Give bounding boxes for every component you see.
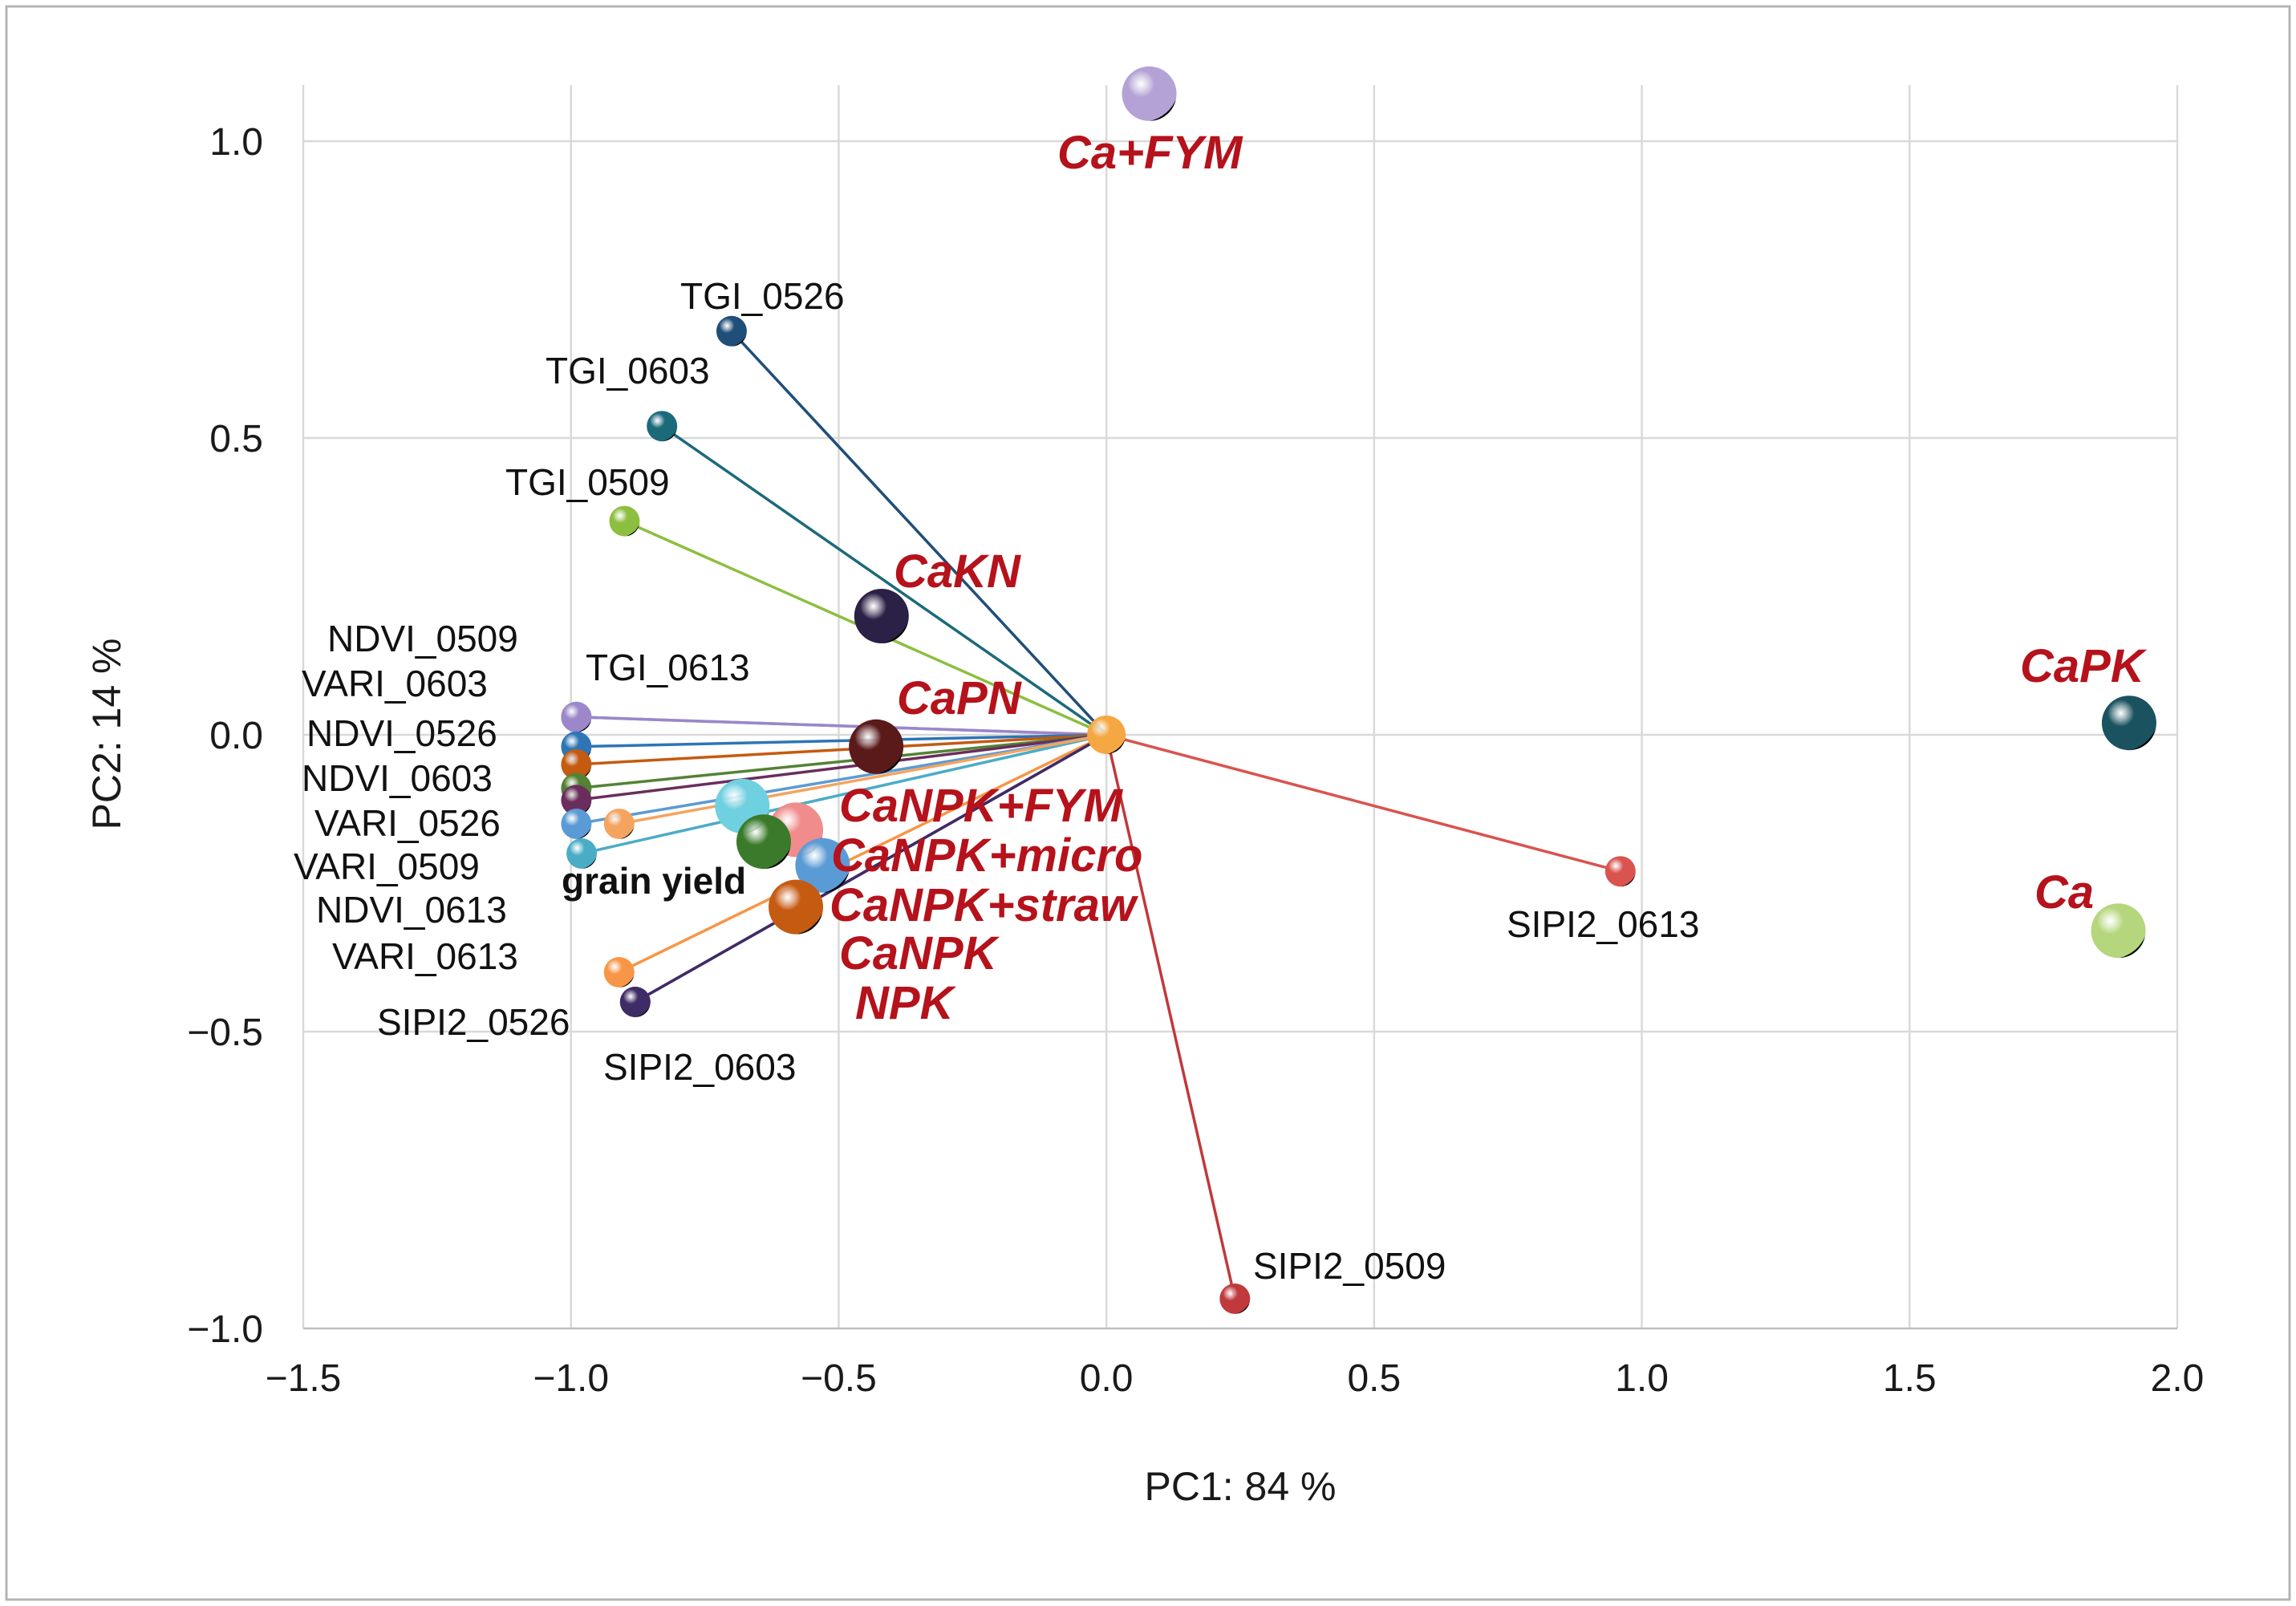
- vector-vari-0526: [576, 733, 1107, 802]
- obs-point-canpk-straw: [795, 837, 850, 893]
- obs-point-npk: [736, 814, 791, 870]
- point-sipi2-0613: [1604, 856, 1636, 887]
- obs-point-canpk: [769, 879, 824, 935]
- point-vari-0613: [603, 957, 635, 988]
- point-sipi2-0509: [1219, 1284, 1251, 1314]
- label-tgi-0613: TGI_0613: [586, 647, 750, 688]
- y-tick-label: 1.0: [209, 121, 263, 164]
- label-sipi2-0613: SIPI2_0613: [1507, 903, 1699, 945]
- label-vari-0603: VARI_0603: [302, 663, 488, 704]
- label-vari-0509: VARI_0509: [294, 846, 480, 887]
- label-ndvi-0526: NDVI_0526: [306, 712, 497, 754]
- x-tick-label: 2.0: [2151, 1357, 2205, 1400]
- label-tgi-0509: TGI_0509: [505, 461, 670, 503]
- gridlines: [302, 85, 2179, 1330]
- label-grain-yield: grain yield: [562, 860, 746, 902]
- y-tick-label: −1.0: [187, 1308, 263, 1351]
- variable-points: [561, 315, 1636, 1314]
- y-tick-label: 0.0: [209, 715, 263, 757]
- obs-point-capn: [849, 719, 904, 774]
- y-axis-title: PC2: 14 %: [84, 638, 129, 829]
- x-tick-label: −1.5: [266, 1357, 342, 1400]
- obs-point-cakn: [854, 589, 909, 643]
- obs-label-capk: CaPK: [2020, 640, 2148, 692]
- obs-label-canpk-straw: CaNPK+straw: [830, 879, 1139, 931]
- vector-ndvi-0526: [576, 733, 1107, 766]
- x-tick-label: −1.0: [533, 1357, 609, 1400]
- obs-point-ca: [2091, 903, 2146, 959]
- label-ndvi-0603: NDVI_0603: [302, 757, 493, 799]
- obs-label-canpk: CaNPK: [839, 927, 1000, 979]
- variable-vectors: [576, 330, 1621, 1300]
- label-vari-0526: VARI_0526: [314, 802, 501, 844]
- vector-tgi-0613: [576, 716, 1107, 736]
- observation-points: [715, 66, 2156, 959]
- point-sipi2-0603: [619, 987, 651, 1017]
- obs-label-ca-fym: Ca+FYM: [1057, 127, 1243, 179]
- label-vari-0613: VARI_0613: [332, 935, 518, 977]
- point-labels: TGI_0526 TGI_0603 TGI_0509 NDVI_0509 TGI_061…: [294, 127, 2148, 1287]
- obs-label-npk: NPK: [855, 977, 957, 1029]
- label-tgi-0526: TGI_0526: [680, 275, 845, 317]
- obs-label-cakn: CaKN: [894, 545, 1021, 598]
- obs-label-canpk-micro: CaNPK+micro: [831, 829, 1142, 882]
- point-tgi-0509: [609, 505, 640, 537]
- x-tick-label: 1.0: [1615, 1357, 1669, 1400]
- obs-point-capk: [2101, 696, 2156, 751]
- vector-sipi2-0613: [1105, 733, 1621, 873]
- x-axis-title: PC1: 84 %: [1144, 1464, 1336, 1509]
- label-ndvi-0613: NDVI_0613: [316, 889, 507, 931]
- obs-label-capn: CaPN: [897, 672, 1022, 724]
- point-ndvi-0613: [566, 838, 598, 869]
- obs-point-ca-fym: [1122, 66, 1177, 121]
- vector-sipi2-0509: [1105, 734, 1237, 1300]
- vector-vari-0603: [576, 733, 1107, 748]
- origin-marker: [1087, 716, 1126, 754]
- vector-tgi-0603: [661, 424, 1108, 736]
- vector-ndvi-0613: [581, 733, 1107, 855]
- vector-vari-0613: [619, 733, 1107, 974]
- label-sipi2-0603: SIPI2_0603: [603, 1046, 796, 1088]
- vector-ndvi-0603: [576, 733, 1107, 790]
- point-tgi-0613: [561, 701, 592, 732]
- point-tgi-0603: [647, 411, 678, 442]
- vector-tgi-0526: [730, 330, 1108, 736]
- label-ndvi-0509: NDVI_0509: [327, 618, 518, 659]
- label-sipi2-0526: SIPI2_0526: [377, 1001, 570, 1043]
- tick-labels: −1.5 −1.0 −0.5 0.0 0.5 1.0 1.5 2.0−1.0−0.50.00.…: [187, 121, 2204, 1400]
- vector-sipi2-0603: [634, 733, 1108, 1004]
- x-tick-label: 0.5: [1347, 1357, 1401, 1400]
- point-tgi-0526: [716, 315, 747, 347]
- label-sipi2-0509: SIPI2_0509: [1253, 1245, 1446, 1287]
- x-tick-label: −0.5: [801, 1357, 877, 1400]
- point-ndvi-0526: [561, 749, 592, 780]
- obs-label-canpk-fym: CaNPK+FYM: [839, 780, 1124, 832]
- x-tick-label: 0.0: [1080, 1357, 1134, 1400]
- point-grain-yield: [603, 809, 635, 839]
- label-tgi-0603: TGI_0603: [546, 350, 710, 391]
- y-tick-label: 0.5: [209, 418, 263, 460]
- vector-grain-yield: [619, 733, 1107, 825]
- point-vari-0526: [561, 785, 592, 816]
- obs-label-ca: Ca: [2034, 866, 2094, 919]
- y-tick-label: −0.5: [187, 1012, 263, 1054]
- x-tick-label: 1.5: [1883, 1357, 1937, 1400]
- point-vari-0509: [561, 809, 592, 839]
